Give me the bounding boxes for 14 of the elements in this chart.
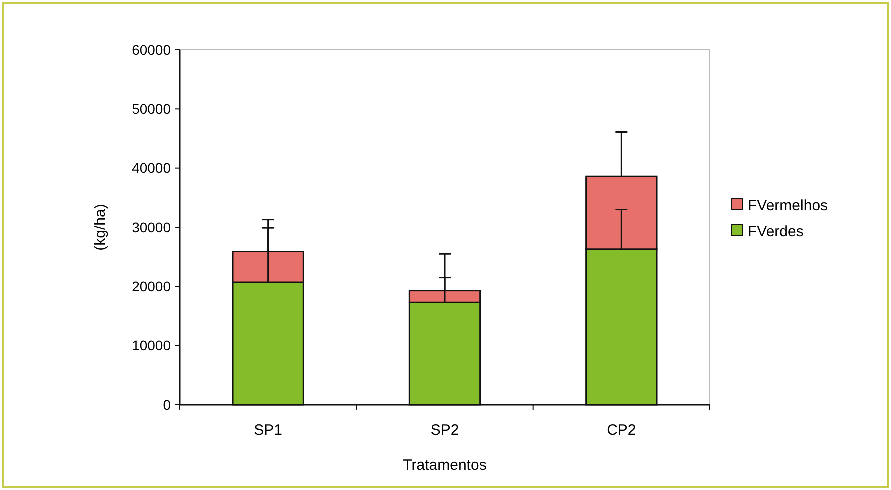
y-tick-label: 50000 — [132, 101, 172, 118]
y-tick-label: 40000 — [132, 160, 172, 176]
x-axis-title: Tratamentos — [403, 457, 487, 474]
x-tick-label: SP1 — [254, 422, 283, 439]
y-axis-title: (kg/ha) — [92, 204, 109, 251]
y-tick-label: 10000 — [132, 338, 172, 354]
legend-label: FVermelhos — [748, 197, 828, 214]
y-tick-label: 0 — [163, 396, 172, 413]
x-tick-label: SP2 — [430, 422, 460, 439]
y-tick-label: 30000 — [132, 219, 172, 236]
x-tick-label: CP2 — [607, 422, 636, 439]
y-tick-label: 60000 — [132, 42, 172, 58]
legend-label: FVerdes — [748, 223, 804, 240]
y-tick-label: 20000 — [132, 278, 172, 295]
